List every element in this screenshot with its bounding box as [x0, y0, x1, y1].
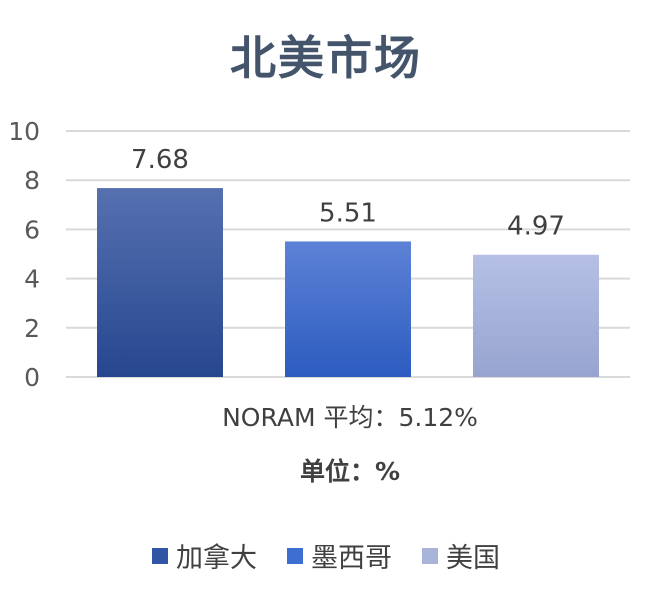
y-tick-label: 0 — [24, 363, 40, 392]
bar-canada — [97, 188, 223, 377]
data-label: 7.68 — [131, 145, 189, 175]
data-labels: 7.68 5.51 4.97 — [131, 145, 565, 242]
y-tick-label: 6 — [24, 215, 40, 244]
bar-chart: 0 2 4 6 8 10 7.68 5.51 4.97 — [8, 117, 630, 392]
legend-item-usa: 美国 — [422, 536, 500, 575]
y-tick-label: 10 — [8, 117, 40, 146]
legend-label: 美国 — [446, 543, 500, 574]
legend-swatch — [422, 547, 438, 564]
chart-title: 北美市场 — [230, 31, 422, 85]
y-tick-label: 2 — [24, 314, 40, 343]
data-label: 4.97 — [507, 212, 565, 242]
bars — [97, 188, 599, 377]
legend-label: 墨西哥 — [311, 543, 392, 574]
legend-swatch — [152, 547, 168, 564]
unit-annotation: 单位：% — [299, 457, 401, 486]
y-tick-label: 4 — [24, 265, 40, 294]
legend-label: 加拿大 — [176, 543, 257, 574]
average-annotation: NORAM 平均：5.12% — [222, 403, 478, 432]
legend-item-mexico: 墨西哥 — [287, 536, 392, 575]
y-tick-label: 8 — [24, 166, 40, 195]
bar-mexico — [285, 241, 411, 377]
data-label: 5.51 — [319, 198, 377, 228]
legend-item-canada: 加拿大 — [152, 536, 257, 575]
legend-swatch — [287, 547, 303, 564]
y-axis-ticks: 0 2 4 6 8 10 — [8, 117, 40, 392]
legend: 加拿大 墨西哥 美国 — [0, 536, 652, 575]
bar-usa — [473, 254, 599, 377]
